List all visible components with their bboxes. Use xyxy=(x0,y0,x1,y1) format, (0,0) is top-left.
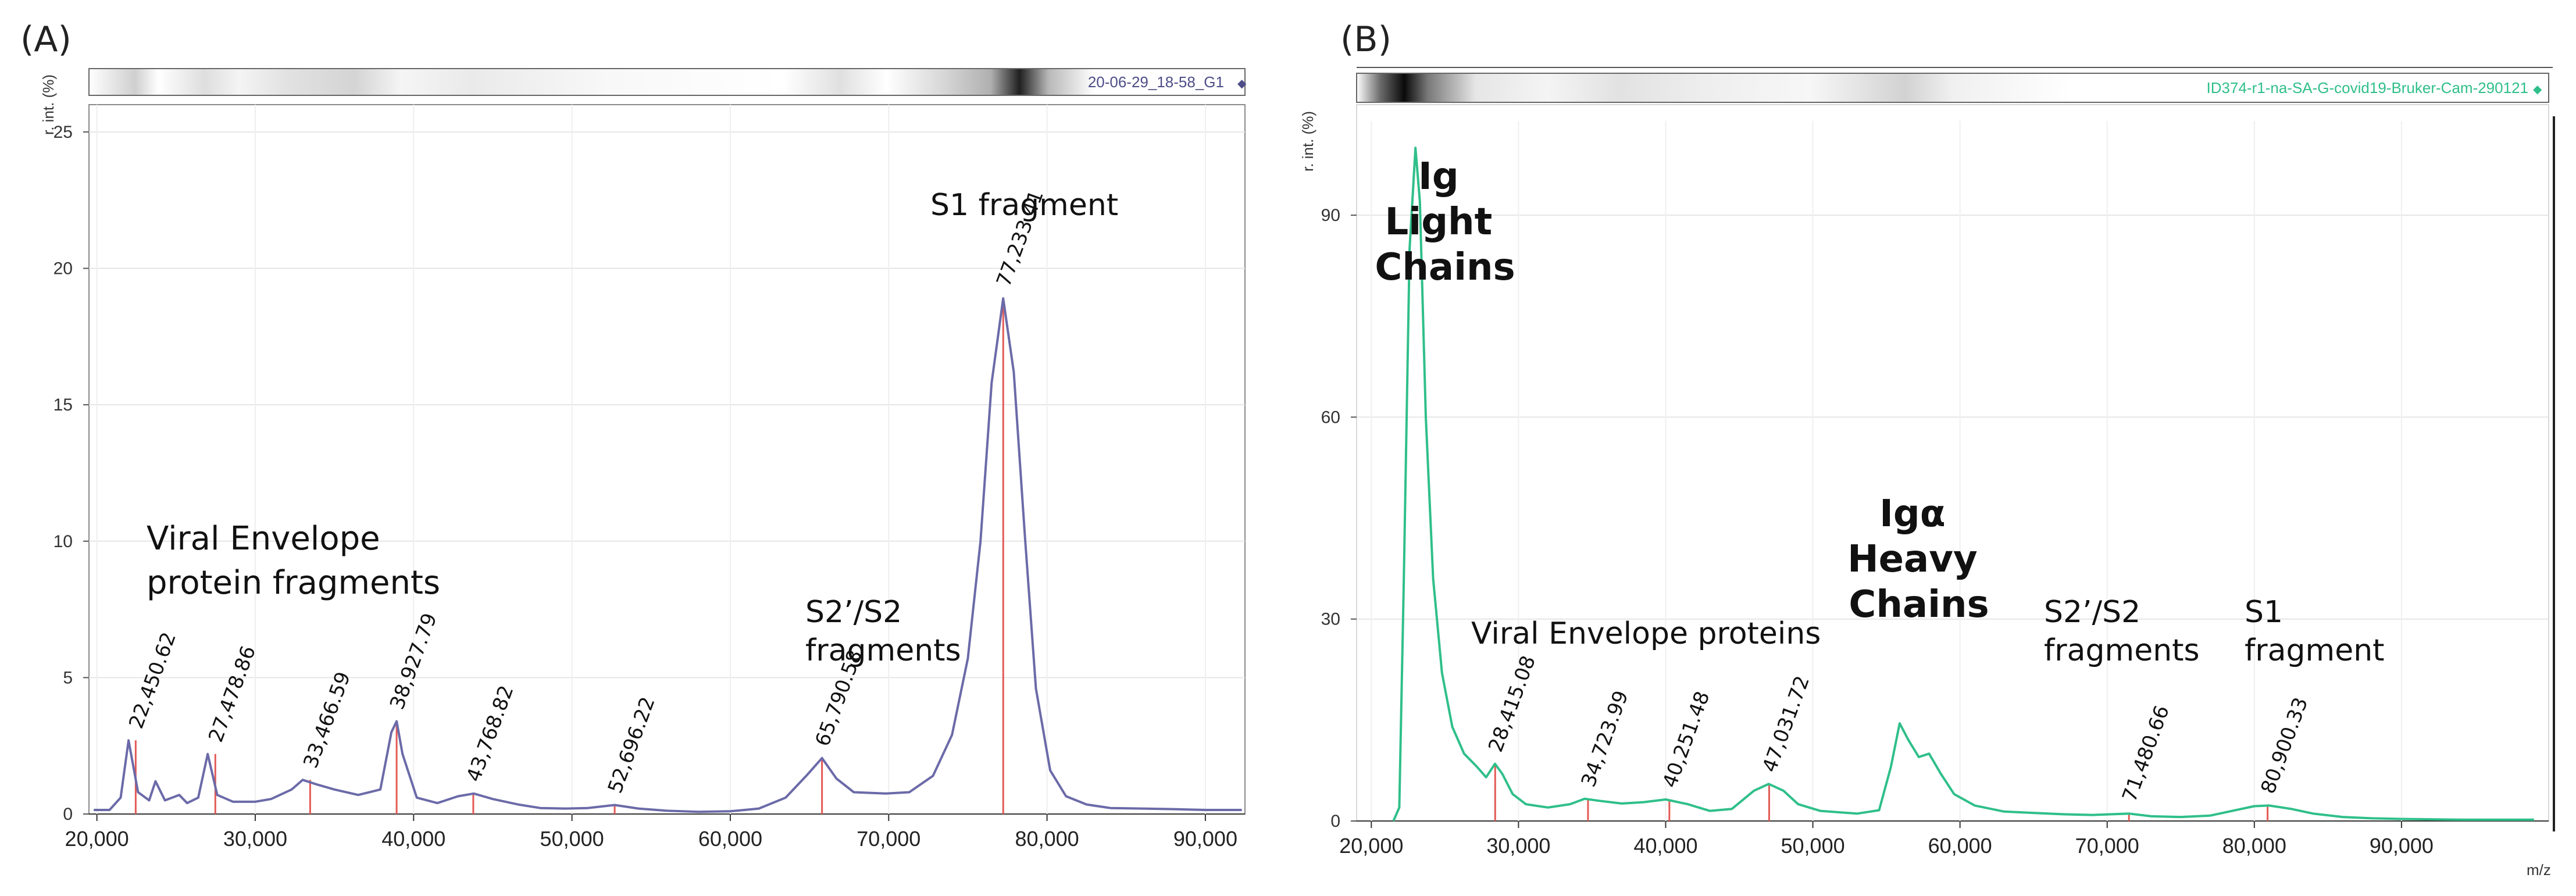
annotation-ig-light-chains: Ig Light Chains xyxy=(1375,155,1515,289)
x-tick-label: 50,000 xyxy=(540,827,604,851)
x-tick-label: 90,000 xyxy=(1173,827,1237,851)
panel-b-y-ticks: 0 30 60 90 xyxy=(1321,206,1357,831)
panel-b-x-axis-label: m/z xyxy=(2527,861,2551,879)
y-tick-label: 5 xyxy=(63,668,73,687)
x-tick-label: 80,000 xyxy=(1015,827,1079,851)
x-tick-label: 40,000 xyxy=(381,827,445,851)
panel-a-plot-frame xyxy=(88,104,1246,815)
panel-b-file-diamond: ◆ xyxy=(2533,82,2542,96)
annotation-line: fragments xyxy=(805,633,961,668)
annotation-line: Ig xyxy=(1418,155,1459,198)
annotation-s1-fragment-b: S1 fragment xyxy=(2245,595,2385,668)
annotation-s2-fragments-a: S2’/S2 fragments xyxy=(805,595,961,668)
panel-a-peak-markers xyxy=(134,298,1004,814)
y-tick-label: 25 xyxy=(53,123,73,142)
x-tick-label: 80,000 xyxy=(2222,834,2286,858)
panel-b-x-ticks: 20,000 30,000 40,000 50,000 60,000 70,000 80,0… xyxy=(1339,821,2434,858)
annotation-line: Igα xyxy=(1879,492,1946,536)
annotation-line: S2’/S2 xyxy=(2044,595,2140,630)
panel-a-file-diamond: ◆ xyxy=(1237,76,1247,90)
panel-b-gridlines xyxy=(1357,121,2549,821)
panel-b-file-label: ID374-r1-na-SA-G-covid19-Bruker-Cam-2901… xyxy=(2207,79,2528,97)
panel-b: (B) ID374-r1-na-SA-G-covid19-Bruker-Cam-… xyxy=(1299,19,2555,879)
annotation-line: Viral Envelope xyxy=(147,520,380,558)
x-tick-label: 70,000 xyxy=(857,827,920,851)
panel-a-gridlines xyxy=(89,105,1245,814)
y-tick-label: 60 xyxy=(1321,408,1340,427)
annotation-line: Light xyxy=(1385,201,1493,244)
annotation-line: Heavy xyxy=(1847,538,1978,581)
annotation-viral-envelope-proteins: Viral Envelope proteins xyxy=(1471,616,1821,651)
annotation-line: protein fragments xyxy=(147,564,440,602)
annotation-s1-fragment-a: S1 fragment xyxy=(930,188,1118,223)
x-tick-label: 60,000 xyxy=(698,827,762,851)
y-tick-label: 15 xyxy=(53,395,73,415)
panel-a: (A) 20-06-29_18-58_G1 ◆ 0 5 10 15 20 25 20,00… xyxy=(20,19,1247,851)
panel-b-y-axis-label: r. int. (%) xyxy=(1299,111,1316,172)
y-tick-label: 0 xyxy=(63,805,73,824)
panel-b-plot-frame xyxy=(1356,104,2549,822)
panel-a-label: (A) xyxy=(20,19,72,60)
y-tick-label: 0 xyxy=(1330,812,1340,831)
panel-b-label: (B) xyxy=(1340,19,1392,60)
y-tick-label: 10 xyxy=(53,532,73,551)
panel-b-spectrum-line xyxy=(1392,147,2534,822)
x-tick-label: 30,000 xyxy=(223,827,287,851)
y-tick-label: 20 xyxy=(53,259,73,279)
panel-b-peak-markers xyxy=(1494,763,2269,821)
x-tick-label: 20,000 xyxy=(1339,834,1403,858)
annotation-s2-fragments-b: S2’/S2 fragments xyxy=(2044,595,2200,668)
x-tick-label: 30,000 xyxy=(1486,834,1550,858)
annotation-line: S1 xyxy=(2245,595,2283,630)
panel-a-y-ticks: 0 5 10 15 20 25 xyxy=(53,123,89,824)
annotation-line: Chains xyxy=(1849,583,1989,626)
x-tick-label: 90,000 xyxy=(2370,834,2434,858)
annotation-line: Chains xyxy=(1375,246,1515,289)
panel-a-y-axis-label: r. int. (%) xyxy=(40,74,57,135)
annotation-iga-heavy-chains: Igα Heavy Chains xyxy=(1847,492,1990,626)
panel-a-file-label: 20-06-29_18-58_G1 xyxy=(1088,73,1224,91)
annotation-line: S2’/S2 xyxy=(805,595,902,630)
x-tick-label: 70,000 xyxy=(2075,834,2139,858)
annotation-viral-envelope-fragments: Viral Envelope protein fragments xyxy=(147,520,440,602)
x-tick-label: 20,000 xyxy=(65,827,129,851)
panel-b-gel-strip xyxy=(1356,73,2549,103)
panel-a-spectrum-line xyxy=(94,297,1242,813)
x-tick-label: 40,000 xyxy=(1633,834,1697,858)
x-tick-label: 50,000 xyxy=(1781,834,1845,858)
panel-a-x-ticks: 20,000 30,000 40,000 50,000 60,000 70,000 80,0… xyxy=(65,814,1237,851)
panel-a-gel-strip xyxy=(88,68,1246,96)
annotation-line: fragments xyxy=(2044,633,2200,668)
x-tick-label: 60,000 xyxy=(1928,834,1992,858)
annotation-line: fragment xyxy=(2245,633,2385,668)
y-tick-label: 90 xyxy=(1321,206,1340,225)
y-tick-label: 30 xyxy=(1321,610,1340,629)
